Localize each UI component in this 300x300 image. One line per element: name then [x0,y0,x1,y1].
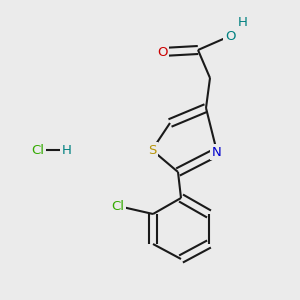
Text: S: S [148,143,156,157]
Text: H: H [238,16,248,28]
Text: N: N [212,146,222,158]
Text: Cl: Cl [32,143,44,157]
Text: Cl: Cl [112,200,124,212]
Text: O: O [157,46,167,59]
Text: H: H [62,143,72,157]
Text: O: O [225,29,235,43]
